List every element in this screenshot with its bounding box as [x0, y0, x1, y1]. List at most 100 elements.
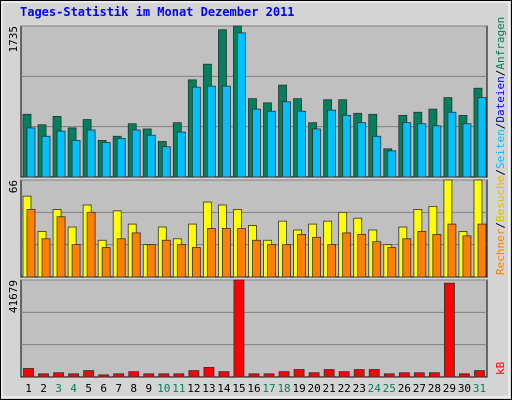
bar: [71, 140, 81, 178]
x-tick-label: 31: [473, 382, 486, 395]
legend-entry: Anfragen: [494, 17, 507, 70]
x-tick-label: 25: [383, 382, 396, 395]
bar: [131, 232, 141, 278]
y-tick-label: 41679: [7, 280, 20, 313]
x-tick-label: 22: [338, 382, 351, 395]
bar: [297, 110, 306, 178]
bar: [372, 135, 382, 178]
bar: [222, 228, 231, 278]
bar: [372, 241, 382, 278]
bar: [387, 150, 397, 178]
y-tick-label: 1735: [7, 26, 20, 53]
x-tick-label: 14: [217, 382, 231, 395]
bar: [41, 238, 51, 278]
x-tick-label: 19: [292, 382, 305, 395]
bar: [267, 244, 276, 278]
legend-separator: /: [494, 70, 507, 77]
bar: [368, 369, 380, 378]
bar: [323, 369, 335, 378]
bar: [38, 373, 49, 378]
side-legend: Rechner/Besuche/Seiten/Dateien/Anfragen: [494, 17, 507, 275]
bar: [176, 131, 186, 178]
bar: [444, 282, 455, 378]
x-tick-label: 11: [172, 382, 185, 395]
x-tick-label: 9: [145, 382, 152, 395]
bar: [383, 373, 395, 378]
bar: [113, 373, 125, 378]
bar: [338, 371, 350, 378]
bar: [353, 369, 365, 378]
bar: [417, 123, 427, 178]
x-tick-label: 16: [247, 382, 260, 395]
x-tick-label: 23: [353, 382, 366, 395]
bar: [176, 244, 186, 278]
legend-separator: /: [494, 169, 507, 176]
bar: [447, 111, 457, 178]
bar: [282, 101, 291, 178]
legend-separator: /: [494, 222, 507, 229]
x-tick-label: 13: [202, 382, 215, 395]
x-tick-label: 10: [157, 382, 170, 395]
bar: [68, 373, 79, 378]
bar: [248, 373, 260, 378]
bar: [161, 239, 171, 278]
bar: [398, 372, 410, 378]
bar: [462, 235, 472, 278]
x-tick-label: 20: [308, 382, 321, 395]
bar: [252, 108, 261, 178]
bar: [23, 368, 34, 378]
x-tick-label: 5: [85, 382, 92, 395]
bar: [278, 371, 290, 378]
bar: [146, 134, 156, 178]
x-tick-label: 8: [130, 382, 137, 395]
legend-entry: Dateien: [494, 76, 507, 122]
bar: [474, 370, 485, 378]
bar: [143, 373, 155, 378]
bar: [432, 125, 442, 178]
x-tick-label: 18: [277, 382, 290, 395]
x-tick-label: 15: [232, 382, 245, 395]
bar: [417, 231, 427, 278]
x-tick-label: 24: [368, 382, 382, 395]
bar: [116, 137, 126, 178]
bar: [218, 371, 230, 378]
bar: [101, 247, 111, 278]
bar: [462, 123, 472, 178]
bar: [263, 373, 275, 378]
bar: [191, 86, 201, 178]
legend-entry: Besuche: [494, 176, 507, 222]
bar: [116, 238, 126, 278]
x-tick-label: 28: [428, 382, 441, 395]
chart-title: Tages-Statistik im Monat Dezember 2011: [20, 5, 295, 19]
panel-bg: [20, 279, 488, 378]
x-tick-label: 6: [100, 382, 107, 395]
bar: [312, 128, 322, 178]
bar: [357, 122, 367, 178]
frame-highlight: [1, 1, 510, 398]
bar: [206, 228, 216, 278]
bar: [98, 374, 110, 378]
bar: [26, 127, 36, 178]
x-tick-label: 7: [115, 382, 122, 395]
bar: [222, 85, 231, 178]
bar: [237, 32, 246, 178]
legend-separator: /: [494, 123, 507, 130]
bar: [477, 97, 487, 178]
bar: [26, 208, 36, 278]
legend-entry: Seiten: [494, 129, 507, 169]
bar: [83, 370, 95, 378]
bar: [237, 228, 246, 278]
bar: [293, 369, 305, 378]
bar: [71, 244, 81, 278]
x-tick-label: 26: [398, 382, 411, 395]
bar: [146, 244, 156, 278]
bar: [342, 232, 352, 278]
x-tick-label: 27: [413, 382, 426, 395]
bar: [282, 244, 291, 278]
bar: [402, 122, 412, 178]
bar: [158, 373, 170, 378]
bar: [297, 233, 306, 278]
bar: [86, 129, 96, 178]
